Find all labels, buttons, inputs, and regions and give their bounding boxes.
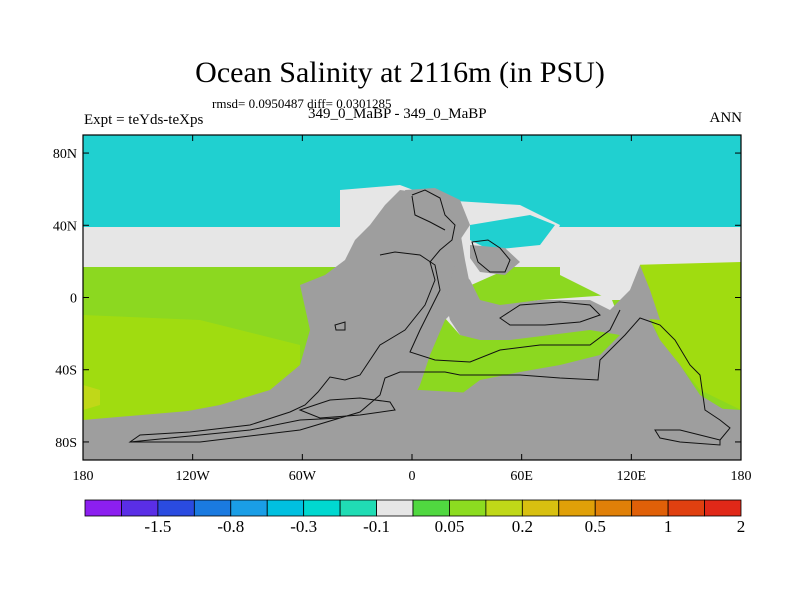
region-west-green-bright — [83, 315, 300, 420]
colorbar: -1.5 -0.8 -0.3 -0.1 0.05 0.2 0.5 1 2 — [84, 499, 746, 536]
x-axis: 180 120W 60W 0 60E 120E 180 — [73, 135, 752, 484]
colorbar-swatch — [303, 499, 341, 517]
colorbar-swatch — [121, 499, 159, 517]
colorbar-label: 1 — [664, 517, 673, 536]
x-tick-label: 0 — [409, 469, 416, 484]
colorbar-label: 0.5 — [585, 517, 606, 536]
y-tick-label: 80S — [55, 436, 77, 451]
region-east-grey — [560, 250, 640, 300]
coastline-east-island — [471, 239, 511, 273]
coastline-south-loop — [298, 397, 396, 419]
coastline-cape — [334, 321, 346, 331]
coastline-north-continent — [128, 189, 731, 443]
colorbar-swatch — [558, 499, 596, 517]
region-east-green — [630, 262, 741, 410]
coastline-pangea — [379, 251, 621, 363]
coastlines — [128, 189, 731, 446]
colorbar-label: -0.8 — [217, 517, 244, 536]
y-tick-label: 40S — [55, 364, 77, 379]
y-tick-label: 0 — [70, 292, 77, 307]
colorbar-swatch — [193, 499, 232, 517]
colorbar-swatch — [339, 499, 377, 517]
rmsd-diff-stats: rmsd= 0.0950487 diff= 0.0301285 — [212, 96, 392, 111]
colorbar-swatch — [485, 499, 523, 517]
coastline-southeast — [654, 429, 721, 446]
colorbar-swatch — [230, 499, 268, 517]
coastline-europe — [411, 195, 446, 231]
season-label: ANN — [709, 110, 743, 126]
land-east — [630, 265, 660, 320]
plot-title: Ocean Salinity at 2116m (in PSU) — [195, 56, 605, 89]
colorbar-swatch — [412, 499, 450, 517]
colorbar-swatch — [594, 499, 633, 517]
x-tick-label: 120E — [617, 469, 647, 484]
colorbar-swatch — [521, 499, 560, 517]
colorbar-swatch — [667, 499, 705, 517]
coastline-southwest — [129, 417, 341, 443]
colorbar-swatch — [266, 499, 305, 517]
colorbar-label: -0.3 — [290, 517, 317, 536]
x-tick-label: 180 — [731, 469, 752, 484]
x-tick-label: 60E — [510, 469, 533, 484]
colorbar-swatch — [157, 499, 195, 517]
land-europe — [405, 188, 470, 240]
y-tick-label: 80N — [53, 147, 77, 162]
x-tick-label: 60W — [289, 469, 317, 484]
y-tick-label: 40N — [53, 219, 77, 234]
salinity-field — [83, 135, 741, 460]
plot-subtitle: 349_0_MaBP - 349_0_MaBP — [308, 106, 487, 122]
colorbar-label: 0.05 — [435, 517, 465, 536]
experiment-label: Expt = teYds-teXps — [84, 112, 204, 128]
y-axis: 80N 40N 0 40S 80S — [53, 147, 741, 451]
land-americas — [83, 190, 470, 455]
colorbar-swatch — [631, 499, 669, 517]
colorbar-label: 2 — [737, 517, 746, 536]
colorbar-label: -1.5 — [144, 517, 171, 536]
x-tick-label: 120W — [176, 469, 211, 484]
colorbar-label: -0.1 — [363, 517, 390, 536]
colorbar-swatch — [704, 499, 742, 517]
land-africa-eurasia — [420, 265, 741, 460]
land-arabia — [470, 245, 520, 275]
x-tick-label: 180 — [73, 469, 94, 484]
colorbar-swatch — [449, 499, 487, 517]
colorbar-label: 0.2 — [512, 517, 533, 536]
colorbar-swatch — [84, 499, 122, 517]
coastline-central-island — [499, 301, 601, 326]
region-south-yellow — [83, 385, 100, 410]
colorbar-swatch — [376, 499, 414, 517]
region-indian-cyan — [470, 215, 555, 250]
